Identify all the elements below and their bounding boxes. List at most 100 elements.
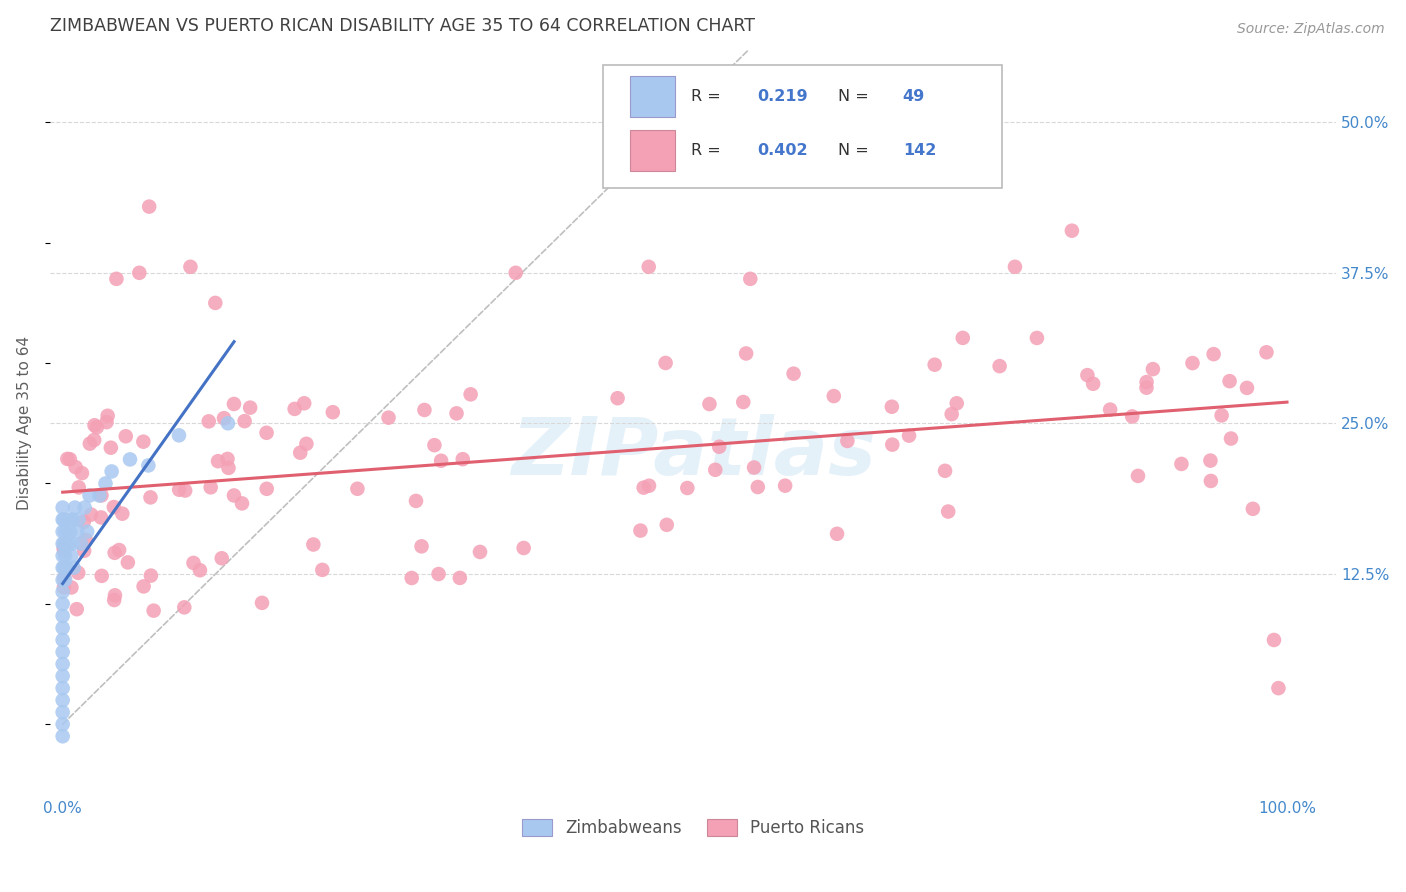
Point bbox=[53, 524, 76, 539]
Point bbox=[699, 397, 721, 411]
Text: ZIPatlas: ZIPatlas bbox=[510, 414, 876, 492]
Point bbox=[52, 645, 75, 659]
Point bbox=[103, 593, 125, 607]
Point bbox=[1199, 474, 1222, 488]
Point bbox=[823, 389, 845, 403]
Point bbox=[427, 567, 450, 582]
Text: Source: ZipAtlas.com: Source: ZipAtlas.com bbox=[1237, 22, 1385, 37]
Point bbox=[52, 608, 75, 623]
Point bbox=[512, 541, 534, 555]
Point bbox=[222, 397, 245, 411]
Y-axis label: Disability Age 35 to 64: Disability Age 35 to 64 bbox=[17, 336, 32, 510]
Point bbox=[217, 461, 239, 475]
Point bbox=[782, 367, 804, 381]
Point bbox=[1199, 453, 1222, 467]
Point bbox=[284, 401, 307, 416]
Point bbox=[446, 406, 468, 420]
Point bbox=[53, 573, 76, 587]
Point bbox=[1076, 368, 1098, 383]
Point bbox=[290, 446, 312, 460]
Point bbox=[52, 693, 75, 707]
Point bbox=[117, 556, 139, 570]
Point bbox=[76, 524, 98, 539]
Text: 142: 142 bbox=[903, 143, 936, 158]
Point bbox=[505, 266, 527, 280]
Point bbox=[1220, 432, 1243, 446]
Point bbox=[55, 560, 77, 574]
Point bbox=[1026, 331, 1049, 345]
Point bbox=[295, 437, 318, 451]
Point bbox=[62, 513, 84, 527]
Point bbox=[132, 579, 155, 593]
Point bbox=[67, 513, 90, 527]
Point bbox=[52, 573, 75, 587]
Point bbox=[773, 478, 796, 492]
Point bbox=[924, 358, 946, 372]
Point bbox=[114, 429, 136, 443]
Point bbox=[256, 425, 278, 440]
Point bbox=[173, 600, 195, 615]
Point bbox=[1142, 362, 1164, 376]
Point bbox=[118, 452, 141, 467]
Point bbox=[52, 705, 75, 719]
Point bbox=[630, 524, 652, 538]
Point bbox=[311, 563, 333, 577]
Point bbox=[100, 441, 122, 455]
Point bbox=[52, 597, 75, 611]
Point bbox=[239, 401, 262, 415]
Point bbox=[52, 524, 75, 539]
Point bbox=[451, 452, 474, 467]
Point bbox=[167, 428, 190, 442]
Point bbox=[90, 488, 112, 502]
Point bbox=[65, 460, 87, 475]
Point bbox=[212, 411, 235, 425]
Point bbox=[825, 526, 848, 541]
Point bbox=[59, 452, 82, 467]
Point bbox=[430, 454, 453, 468]
Point bbox=[945, 396, 967, 410]
Point bbox=[637, 260, 659, 274]
Point bbox=[460, 387, 482, 401]
Point bbox=[401, 571, 423, 585]
Point bbox=[1121, 409, 1143, 424]
Point bbox=[139, 568, 162, 582]
Point bbox=[80, 508, 103, 522]
Point bbox=[103, 500, 125, 514]
Point bbox=[83, 418, 105, 433]
Point bbox=[53, 549, 76, 563]
Point bbox=[211, 551, 233, 566]
Point bbox=[747, 480, 769, 494]
Point bbox=[111, 507, 134, 521]
Point bbox=[52, 500, 75, 515]
Point bbox=[52, 513, 75, 527]
Point bbox=[217, 451, 239, 466]
Point bbox=[204, 296, 226, 310]
Bar bbox=[630, 129, 675, 170]
Point bbox=[638, 479, 661, 493]
Point bbox=[52, 560, 75, 574]
Text: N =: N = bbox=[838, 89, 869, 104]
Point bbox=[53, 571, 76, 585]
Point bbox=[1126, 469, 1149, 483]
Point bbox=[880, 400, 903, 414]
Point bbox=[105, 272, 128, 286]
Point bbox=[188, 563, 211, 577]
Point bbox=[52, 717, 75, 731]
Point bbox=[62, 560, 84, 574]
Point bbox=[676, 481, 699, 495]
Point bbox=[377, 410, 399, 425]
Point bbox=[52, 584, 75, 599]
Point bbox=[250, 596, 273, 610]
Point bbox=[200, 480, 222, 494]
Point bbox=[128, 266, 150, 280]
Point bbox=[52, 541, 75, 555]
Point bbox=[79, 489, 101, 503]
Point bbox=[654, 356, 676, 370]
Point bbox=[55, 536, 77, 550]
Point bbox=[108, 543, 131, 558]
Point bbox=[52, 669, 75, 683]
Point bbox=[934, 464, 956, 478]
Point bbox=[1263, 632, 1285, 647]
Point bbox=[59, 524, 82, 539]
Point bbox=[52, 580, 75, 594]
